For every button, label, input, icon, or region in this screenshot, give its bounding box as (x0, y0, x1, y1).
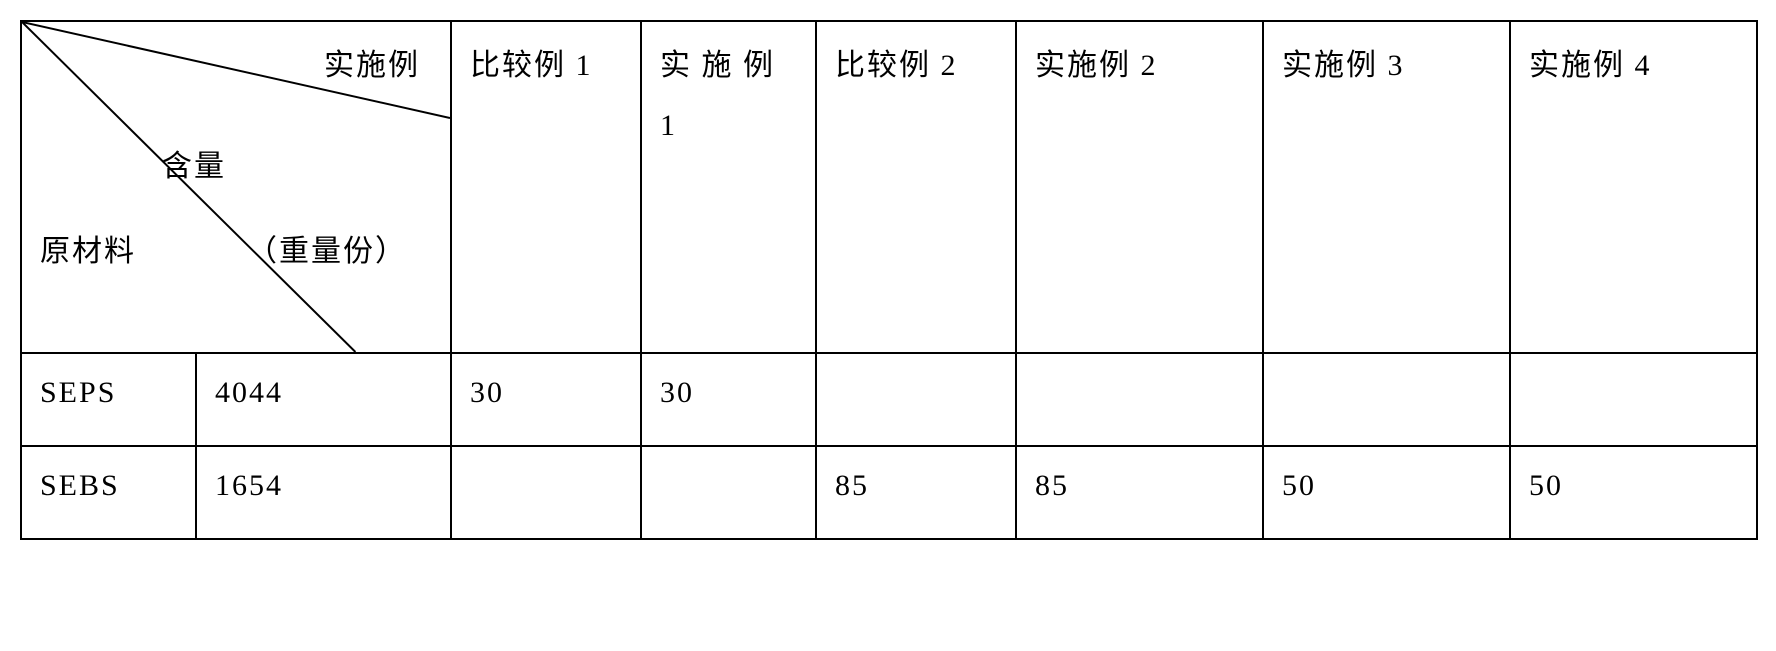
material-cell: SEBS (21, 446, 196, 539)
grade-cell: 1654 (196, 446, 451, 539)
value-cell (816, 353, 1016, 446)
value-cell: 30 (451, 353, 641, 446)
value-cell: 85 (1016, 446, 1263, 539)
value-cell (451, 446, 641, 539)
value-cell (641, 446, 816, 539)
value-cell: 30 (641, 353, 816, 446)
table-header-row: 实施例 含量 （重量份） 原材料 比较例 1 实 施 例 1 比较例 2 实施例… (21, 21, 1757, 353)
material-cell: SEPS (21, 353, 196, 446)
header-top-label: 实施例 (324, 36, 420, 96)
column-header: 实施例 4 (1510, 21, 1757, 353)
grade-cell: 4044 (196, 353, 451, 446)
composition-table: 实施例 含量 （重量份） 原材料 比较例 1 实 施 例 1 比较例 2 实施例… (20, 20, 1758, 540)
value-cell (1510, 353, 1757, 446)
column-header: 实 施 例 1 (641, 21, 816, 353)
value-cell: 50 (1263, 446, 1510, 539)
value-cell: 50 (1510, 446, 1757, 539)
header-unit-label: （重量份） (247, 222, 407, 282)
header-bottom-label: 原材料 (40, 222, 136, 282)
table-row: SEPS 4044 30 30 (21, 353, 1757, 446)
composition-table-wrap: 实施例 含量 （重量份） 原材料 比较例 1 实 施 例 1 比较例 2 实施例… (20, 20, 1756, 540)
value-cell: 85 (816, 446, 1016, 539)
value-cell (1016, 353, 1263, 446)
column-header: 实施例 2 (1016, 21, 1263, 353)
column-header: 实施例 3 (1263, 21, 1510, 353)
value-cell (1263, 353, 1510, 446)
header-mid-label: 含量 (162, 137, 226, 197)
column-header: 比较例 2 (816, 21, 1016, 353)
table-row: SEBS 1654 85 85 50 50 (21, 446, 1757, 539)
diagonal-header-cell: 实施例 含量 （重量份） 原材料 (21, 21, 451, 353)
column-header: 比较例 1 (451, 21, 641, 353)
